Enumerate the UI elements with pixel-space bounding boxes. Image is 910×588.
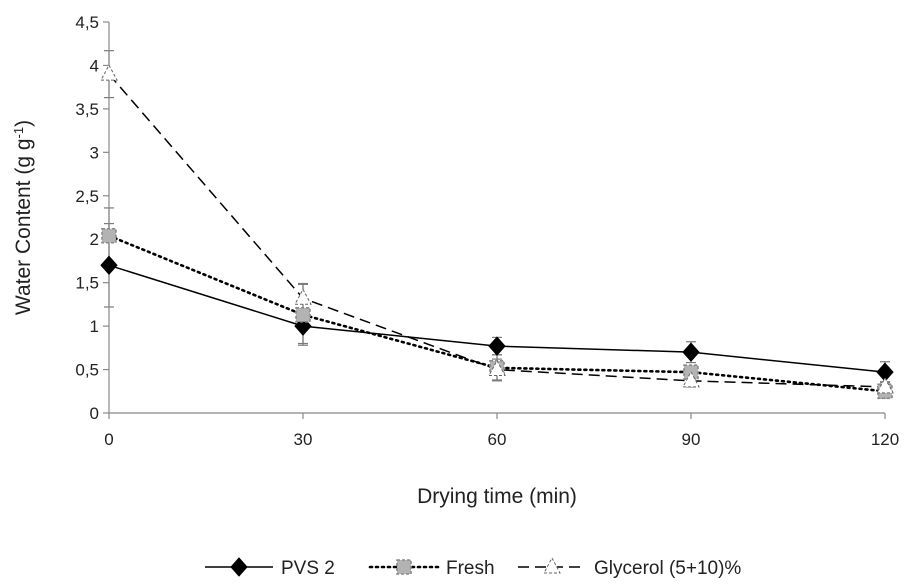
- legend-label: Fresh: [446, 558, 495, 579]
- legend-item-2: Fresh: [368, 558, 495, 579]
- series-1-point: [488, 336, 506, 356]
- x-tick-label: 60: [488, 430, 507, 449]
- series-3-point: [100, 64, 118, 81]
- y-tick-label: 1: [90, 317, 99, 336]
- series-1-point: [682, 342, 700, 362]
- series-2-point: [295, 307, 311, 323]
- legend-label: PVS 2: [281, 558, 335, 579]
- y-axis-title: Water Content (g g-1): [11, 120, 36, 315]
- series-3-point: [876, 376, 894, 394]
- y-tick-label: 3: [90, 143, 99, 162]
- y-tick-label: 0: [90, 404, 99, 423]
- y-tick-label: 4,5: [75, 13, 99, 32]
- legend-marker: [230, 557, 248, 577]
- y-tick-label: 0,5: [75, 361, 99, 380]
- series-3-point: [682, 370, 700, 388]
- y-axis-title-main: Water Content (g g: [12, 138, 35, 315]
- y-tick-label: 2,5: [75, 187, 99, 206]
- series-3-point: [488, 359, 506, 377]
- y-tick-label: 4: [90, 56, 99, 75]
- axes: [103, 21, 886, 419]
- y-tick-label: 1,5: [75, 274, 99, 293]
- x-tick-label: 90: [682, 430, 701, 449]
- x-tick-label: 120: [871, 430, 899, 449]
- legend-marker: [396, 559, 412, 575]
- series-3-point: [294, 288, 312, 305]
- legend: PVS 2 Fresh Glycerol (5+10)%: [205, 556, 741, 579]
- y-axis-title-end: ): [12, 120, 35, 127]
- series-2-point: [101, 227, 117, 244]
- series-1-point: [100, 255, 118, 276]
- legend-label: Glycerol (5+10)%: [594, 558, 741, 579]
- legend-marker: [543, 556, 561, 574]
- x-tick-label: 30: [294, 430, 313, 449]
- x-axis-title: Drying time (min): [417, 485, 577, 508]
- tick-labels: 0 0,5 1 1,5 2 2,5 3 3,5 4 4,5 0 30 60 90 120: [75, 13, 899, 449]
- y-axis-title-superscript: -1: [11, 127, 26, 139]
- legend-item-1: PVS 2: [205, 557, 335, 579]
- x-tick-label: 0: [104, 430, 113, 449]
- y-tick-label: 2: [90, 230, 99, 249]
- y-tick-label: 3,5: [75, 100, 99, 119]
- legend-item-3: Glycerol (5+10)%: [518, 556, 741, 579]
- data-point-markers: [100, 64, 894, 400]
